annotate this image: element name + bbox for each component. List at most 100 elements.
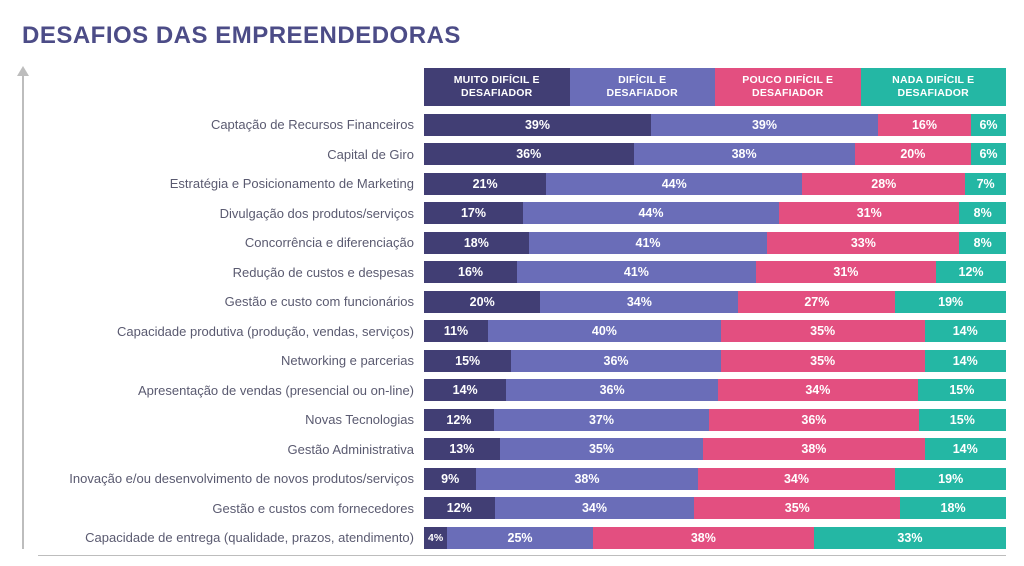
bar-segment: 8% [959,232,1006,254]
row-bars: 18%41%33%8% [424,232,1006,254]
row-label: Divulgação dos produtos/serviços [38,202,424,224]
bar-segment: 9% [424,468,476,490]
bar-segment: 39% [424,114,651,136]
row-label: Capital de Giro [38,143,424,165]
row-label: Novas Tecnologias [38,409,424,431]
data-row: Capacidade de entrega (qualidade, prazos… [38,527,1006,549]
header-row: MUITO DIFÍCIL E DESAFIADORDIFÍCIL E DESA… [38,68,1006,106]
bar-segment: 18% [900,497,1006,519]
bar-segment: 34% [698,468,896,490]
bar-segment: 7% [965,173,1006,195]
bar-segment: 19% [895,291,1006,313]
row-bars: 12%34%35%18% [424,497,1006,519]
bar-segment: 35% [721,320,925,342]
bar-segment: 34% [718,379,918,401]
column-header: NADA DIFÍCIL E DESAFIADOR [861,68,1007,106]
bar-segment: 12% [936,261,1006,283]
data-row: Capital de Giro36%38%20%6% [38,143,1006,165]
row-bars: 36%38%20%6% [424,143,1006,165]
bar-segment: 14% [424,379,506,401]
row-bars: 11%40%35%14% [424,320,1006,342]
bar-segment: 31% [756,261,936,283]
data-row: Capacidade produtiva (produção, vendas, … [38,320,1006,342]
bar-segment: 41% [517,261,756,283]
row-label: Estratégia e Posicionamento de Marketing [38,173,424,195]
row-label: Capacidade de entrega (qualidade, prazos… [38,527,424,549]
row-bars: 14%36%34%15% [424,379,1006,401]
bar-segment: 27% [738,291,895,313]
bar-segment: 35% [694,497,900,519]
page-title: DESAFIOS DAS EMPREENDEDORAS [22,22,1006,50]
data-row: Estratégia e Posicionamento de Marketing… [38,173,1006,195]
data-row: Networking e parcerias15%36%35%14% [38,350,1006,372]
bar-segment: 15% [918,379,1006,401]
row-bars: 20%34%27%19% [424,291,1006,313]
bar-segment: 19% [895,468,1006,490]
bar-segment: 6% [971,114,1006,136]
bar-segment: 36% [511,350,721,372]
row-bars: 13%35%38%14% [424,438,1006,460]
row-bars: 39%39%16%6% [424,114,1006,136]
data-row: Inovação e/ou desenvolvimento de novos p… [38,468,1006,490]
stacked-bar-chart: MUITO DIFÍCIL E DESAFIADORDIFÍCIL E DESA… [38,68,1006,549]
bar-segment: 31% [779,202,959,224]
data-row: Captação de Recursos Financeiros39%39%16… [38,114,1006,136]
bar-segment: 28% [802,173,965,195]
bar-segment: 14% [925,320,1006,342]
bar-segment: 35% [721,350,925,372]
row-label: Capacidade produtiva (produção, vendas, … [38,320,424,342]
bar-segment: 18% [424,232,529,254]
bar-segment: 15% [424,350,511,372]
row-bars: 4%25%38%33% [424,527,1006,549]
bar-segment: 44% [546,173,802,195]
bar-segment: 34% [540,291,738,313]
bar-segment: 38% [703,438,924,460]
row-bars: 12%37%36%15% [424,409,1006,431]
bar-segment: 41% [529,232,768,254]
row-label: Apresentação de vendas (presencial ou on… [38,379,424,401]
row-label: Captação de Recursos Financeiros [38,114,424,136]
data-row: Gestão e custo com funcionários20%34%27%… [38,291,1006,313]
row-bars: 16%41%31%12% [424,261,1006,283]
bar-segment: 16% [878,114,971,136]
bar-segment: 35% [500,438,704,460]
column-header: POUCO DIFÍCIL E DESAFIADOR [715,68,861,106]
data-row: Redução de custos e despesas16%41%31%12% [38,261,1006,283]
row-label: Inovação e/ou desenvolvimento de novos p… [38,468,424,490]
row-label: Gestão e custos com fornecedores [38,497,424,519]
bar-segment: 21% [424,173,546,195]
data-row: Apresentação de vendas (presencial ou on… [38,379,1006,401]
bar-segment: 38% [634,143,855,165]
header-bars: MUITO DIFÍCIL E DESAFIADORDIFÍCIL E DESA… [424,68,1006,106]
bar-segment: 33% [767,232,959,254]
bar-segment: 11% [424,320,488,342]
y-axis-arrow [22,68,36,549]
bar-segment: 6% [971,143,1006,165]
data-row: Gestão Administrativa13%35%38%14% [38,438,1006,460]
data-row: Gestão e custos com fornecedores12%34%35… [38,497,1006,519]
bar-segment: 15% [919,409,1006,431]
bar-segment: 36% [709,409,919,431]
bar-segment: 4% [424,527,447,549]
row-label: Gestão Administrativa [38,438,424,460]
bar-segment: 17% [424,202,523,224]
bar-segment: 20% [855,143,971,165]
row-label: Networking e parcerias [38,350,424,372]
row-label: Gestão e custo com funcionários [38,291,424,313]
bar-segment: 13% [424,438,500,460]
x-axis-line [38,555,1006,556]
bar-segment: 8% [959,202,1006,224]
row-label: Concorrência e diferenciação [38,232,424,254]
header-label-spacer [38,68,424,106]
bar-segment: 14% [925,438,1006,460]
row-bars: 21%44%28%7% [424,173,1006,195]
bar-segment: 34% [495,497,695,519]
bar-segment: 14% [925,350,1006,372]
data-row: Concorrência e diferenciação18%41%33%8% [38,232,1006,254]
data-row: Novas Tecnologias12%37%36%15% [38,409,1006,431]
bar-segment: 16% [424,261,517,283]
column-header: MUITO DIFÍCIL E DESAFIADOR [424,68,570,106]
row-bars: 17%44%31%8% [424,202,1006,224]
bar-segment: 44% [523,202,779,224]
bar-segment: 40% [488,320,721,342]
